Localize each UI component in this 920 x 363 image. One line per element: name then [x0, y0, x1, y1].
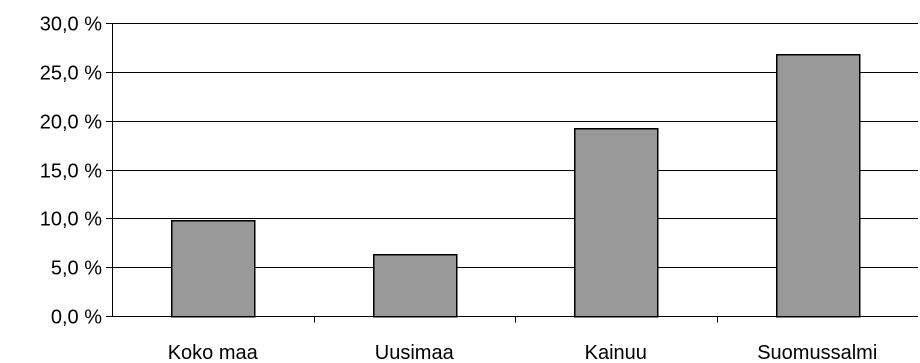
x-tick-label: Uusimaa	[375, 342, 455, 363]
bars	[170, 53, 861, 318]
y-tick-label: 5,0 %	[51, 258, 102, 280]
y-tick-label: 20,0 %	[40, 112, 102, 134]
bar-kainuu	[573, 127, 659, 318]
y-tick-label: 15,0 %	[40, 161, 102, 183]
y-tick-label: 25,0 %	[40, 63, 102, 85]
x-tick-label: Koko maa	[168, 342, 259, 363]
y-tick-label: 10,0 %	[40, 209, 102, 231]
y-tick-label: 0,0 %	[51, 307, 102, 329]
bar-koko-maa	[170, 219, 256, 318]
bar-suomussalmi	[775, 53, 861, 318]
y-tick-label: 30,0 %	[40, 14, 102, 36]
x-tick-labels: Koko maa Uusimaa Kainuu Suomussalmi	[168, 342, 878, 363]
x-tick-label: Kainuu	[585, 342, 647, 363]
axes	[106, 23, 918, 323]
bar-uusimaa	[372, 253, 458, 318]
y-tick-labels: 0,0 % 5,0 % 10,0 % 15,0 % 20,0 % 25,0 % 30,0 %	[40, 14, 102, 329]
x-tick-label: Suomussalmi	[757, 342, 877, 363]
